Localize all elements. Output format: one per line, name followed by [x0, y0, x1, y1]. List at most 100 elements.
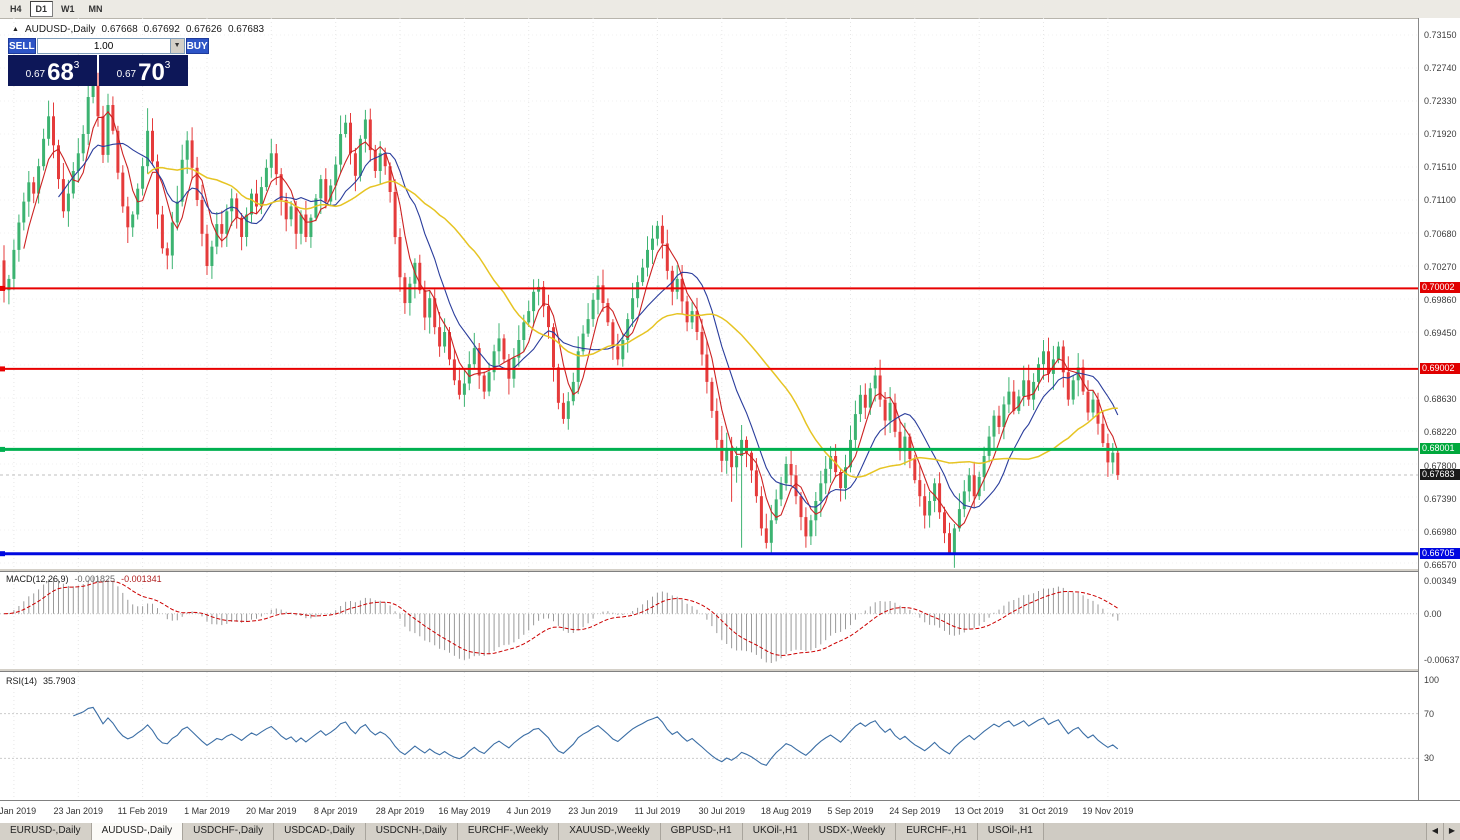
- date-axis-label: 4 Jun 2019: [506, 806, 551, 816]
- timeframe-button-h4[interactable]: H4: [4, 1, 28, 17]
- chart-tab-usdcad-daily[interactable]: USDCAD-,Daily: [274, 823, 366, 840]
- date-axis-label: 18 Aug 2019: [760, 806, 812, 816]
- ask-price-prefix: 0.67: [116, 69, 137, 80]
- volume-spinner: ▼: [36, 38, 185, 54]
- ohlc-low: 0.67626: [185, 24, 222, 35]
- date-axis-label: 23 Jan 2019: [53, 806, 104, 816]
- bid-price-pip: 3: [73, 60, 80, 71]
- macd-axis-max: 0.00349: [1424, 576, 1457, 586]
- timeframe-toolbar: H4 D1 W1 MN: [0, 0, 1460, 19]
- macd-value: -0.001825: [74, 574, 116, 584]
- price-axis-label: 0.71100: [1424, 195, 1456, 205]
- price-level-badge: 0.66705: [1420, 547, 1460, 559]
- price-axis[interactable]: 0.73150 0.72740 0.72330 0.71920 0.71510 0.711…: [1418, 18, 1460, 800]
- date-axis-label: 5 Sep 2019: [827, 806, 874, 816]
- macd-indicator-canvas[interactable]: [0, 572, 1418, 668]
- date-axis[interactable]: 4 Jan 2019 23 Jan 2019 11 Feb 2019 1 Mar 20…: [0, 800, 1460, 823]
- panel-splitter[interactable]: [0, 668, 1460, 672]
- bid-price-big: 68: [47, 59, 74, 86]
- date-axis-label: 1 Mar 2019: [184, 806, 230, 816]
- chart-tab-audusd-daily[interactable]: AUDUSD-,Daily: [91, 823, 184, 840]
- scroll-right-icon[interactable]: ▶: [1443, 823, 1460, 840]
- chart-tab-bar: EURUSD-,Daily AUDUSD-,Daily USDCHF-,Daily U…: [0, 822, 1460, 840]
- one-click-trading-widget: SELL ▼ BUY 0.67 68 3 0.67 70 3: [8, 38, 209, 86]
- date-axis-label: 31 Oct 2019: [1018, 806, 1069, 816]
- date-axis-label: 28 Apr 2019: [375, 806, 425, 816]
- price-level-badge: 0.69002: [1420, 362, 1460, 374]
- price-chart-canvas[interactable]: [0, 18, 1418, 568]
- price-axis-label: 0.71920: [1424, 129, 1457, 139]
- date-axis-label: 11 Feb 2019: [117, 806, 168, 816]
- chart-tab-usdx-weekly[interactable]: USDX-,Weekly: [808, 823, 897, 840]
- chart-symbol-label: AUDUSD-,Daily: [24, 24, 96, 35]
- timeframe-button-d1[interactable]: D1: [29, 1, 54, 17]
- rsi-axis-label: 70: [1424, 708, 1435, 719]
- rsi-value: 35.7903: [43, 676, 76, 686]
- price-axis-label: 0.66570: [1424, 559, 1457, 570]
- chart-tab-ukoil-h1[interactable]: UKOil-,H1: [742, 823, 809, 840]
- date-axis-label: 24 Sep 2019: [889, 806, 941, 816]
- rsi-axis-label: 30: [1424, 753, 1435, 764]
- tab-scroll-controls: ◀ ▶: [1426, 823, 1460, 840]
- date-axis-label: 20 Mar 2019: [246, 806, 297, 816]
- chart-tab-eurchf-weekly[interactable]: EURCHF-,Weekly: [457, 823, 560, 840]
- scroll-left-icon[interactable]: ◀: [1426, 823, 1443, 840]
- volume-input[interactable]: [37, 39, 170, 53]
- price-axis-label: 0.69450: [1424, 327, 1457, 338]
- price-axis-label: 0.72740: [1424, 63, 1457, 73]
- chart-title-ohlc: ▲ AUDUSD-,Daily 0.67668 0.67692 0.67626 …: [12, 24, 264, 35]
- buy-button[interactable]: BUY: [185, 38, 209, 54]
- timeframe-button-w1[interactable]: W1: [55, 1, 81, 17]
- date-axis-label: 19 Nov 2019: [1082, 806, 1134, 816]
- macd-label: MACD(12,26,9) -0.001825 -0.001341: [6, 574, 162, 584]
- macd-name: MACD(12,26,9): [6, 574, 69, 584]
- ohlc-close: 0.67683: [227, 24, 265, 35]
- date-axis-label: 4 Jan 2019: [0, 806, 37, 816]
- price-level-badge: 0.70002: [1420, 282, 1460, 294]
- bid-price-prefix: 0.67: [25, 69, 46, 80]
- date-axis-label: 16 May 2019: [438, 806, 491, 816]
- chart-tab-xauusd-weekly[interactable]: XAUUSD-,Weekly: [559, 823, 661, 840]
- price-axis-label: 0.67390: [1424, 493, 1457, 504]
- rsi-indicator-canvas[interactable]: [0, 672, 1418, 800]
- volume-dropdown-icon[interactable]: ▼: [169, 39, 184, 53]
- bid-price-box[interactable]: 0.67 68 3: [8, 55, 97, 86]
- price-axis-label: 0.73150: [1424, 30, 1457, 40]
- chart-tab-eurchf-h1[interactable]: EURCHF-,H1: [896, 823, 978, 840]
- ohlc-high: 0.67692: [143, 24, 180, 35]
- macd-axis-zero: 0.00: [1424, 608, 1442, 619]
- chart-tab-usdcnh-daily[interactable]: USDCNH-,Daily: [365, 823, 458, 840]
- price-axis-label: 0.68220: [1424, 426, 1457, 437]
- price-level-badge: 0.68001: [1420, 443, 1460, 455]
- price-axis-label: 0.66980: [1424, 526, 1457, 537]
- ask-price-pip: 3: [164, 60, 171, 71]
- ask-price-box[interactable]: 0.67 70 3: [99, 55, 188, 86]
- date-axis-label: 30 Jul 2019: [698, 806, 746, 816]
- ask-price-big: 70: [138, 59, 165, 86]
- chart-marker-icon: ▲: [12, 26, 19, 33]
- rsi-label: RSI(14) 35.7903: [6, 676, 76, 686]
- chart-tab-usdchf-daily[interactable]: USDCHF-,Daily: [183, 823, 275, 840]
- price-axis-label: 0.67800: [1424, 460, 1457, 471]
- price-axis-label: 0.72330: [1424, 96, 1457, 106]
- macd-axis-min: -0.00637: [1424, 655, 1460, 665]
- chart-tab-usoil-h1[interactable]: USOil-,H1: [977, 823, 1044, 840]
- price-axis-label: 0.68630: [1424, 393, 1457, 404]
- date-axis-label: 11 Jul 2019: [634, 806, 681, 816]
- price-axis-label: 0.70680: [1424, 228, 1457, 239]
- panel-splitter[interactable]: [0, 568, 1460, 572]
- price-level-badge: 0.67683: [1420, 469, 1460, 481]
- ohlc-open: 0.67668: [101, 24, 138, 35]
- rsi-axis-label: 100: [1424, 675, 1440, 685]
- timeframe-button-mn[interactable]: MN: [82, 1, 109, 17]
- chart-tab-eurusd-daily[interactable]: EURUSD-,Daily: [0, 823, 92, 840]
- chart-tab-gbpusd-h1[interactable]: GBPUSD-,H1: [660, 823, 743, 840]
- macd-signal-value: -0.001341: [121, 574, 162, 584]
- rsi-name: RSI(14): [6, 676, 38, 686]
- date-axis-label: 8 Apr 2019: [313, 806, 358, 816]
- date-axis-label: 13 Oct 2019: [954, 806, 1004, 816]
- price-axis-label: 0.71510: [1424, 162, 1457, 172]
- date-axis-label: 23 Jun 2019: [568, 806, 618, 816]
- sell-button[interactable]: SELL: [8, 38, 36, 54]
